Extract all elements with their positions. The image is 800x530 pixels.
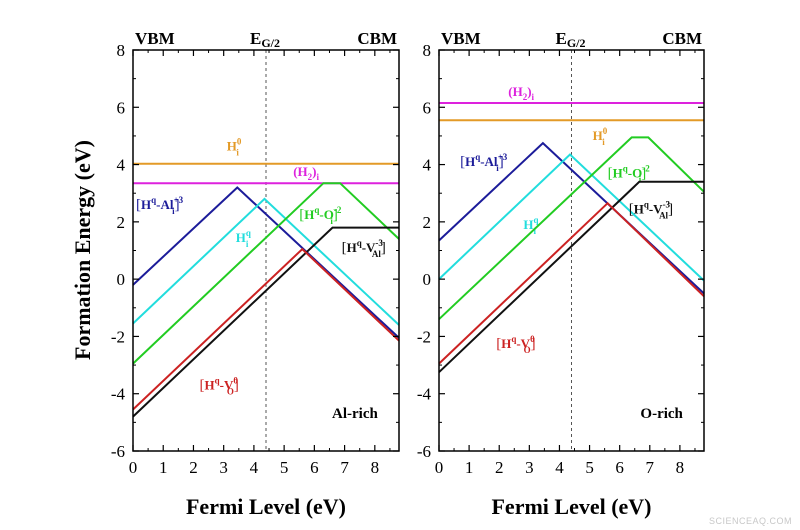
y-tick-label: 4 xyxy=(117,156,126,175)
x-tick-label: 1 xyxy=(465,458,474,477)
y-tick-label: -2 xyxy=(111,327,125,346)
y-tick-label: -6 xyxy=(417,442,431,461)
x-tick-label: 7 xyxy=(340,458,349,477)
series-label-H2i: (H2)i xyxy=(293,164,319,182)
cbm-label: CBM xyxy=(357,29,397,48)
panel-al-rich: H0i​ (H2)i [Hq-Al+3i] Hqi​ [Hq-O-2i][Hq-V-3A… xyxy=(111,29,400,519)
y-axis-title: Formation Energy (eV) xyxy=(70,140,95,360)
series-line-HqOi xyxy=(132,182,400,365)
y-tick-label: -4 xyxy=(417,385,432,404)
series-label-HqVO: [Hq-V0 O] xyxy=(496,334,535,355)
series-label-HqOi: [Hq-O-2 i] xyxy=(299,205,342,226)
series-label-Hiq: Hqi​ xyxy=(523,215,538,236)
x-tick-label: 0 xyxy=(129,458,138,477)
series-label-HqVO: [Hq-V0 O] xyxy=(200,375,239,396)
series-label-HqAl: [Hq-Al+3 i] xyxy=(460,152,508,173)
watermark-text: SCIENCEAQ.COM xyxy=(709,516,792,526)
y-tick-label: -6 xyxy=(111,442,125,461)
x-axis-title: Fermi Level (eV) xyxy=(491,494,651,519)
y-tick-label: 8 xyxy=(423,41,432,60)
x-axis-title: Fermi Level (eV) xyxy=(186,494,346,519)
cbm-label: CBM xyxy=(662,29,702,48)
series-line-HqAl xyxy=(132,186,400,339)
y-tick-label: 4 xyxy=(423,156,432,175)
y-tick-label: -2 xyxy=(417,327,431,346)
y-tick-label: 8 xyxy=(117,41,126,60)
y-tick-label: 2 xyxy=(117,213,126,232)
y-tick-label: 0 xyxy=(423,270,432,289)
x-tick-label: 2 xyxy=(495,458,504,477)
series-line-HqOi xyxy=(438,136,705,320)
x-tick-label: 5 xyxy=(280,458,289,477)
x-tick-label: 5 xyxy=(585,458,594,477)
x-tick-label: 2 xyxy=(189,458,198,477)
midgap-label: EG/2 xyxy=(556,29,586,50)
panel-o-rich: (H2)i H0i​ [Hq-Al+3i] Hqi​ [Hq-O-2i] [Hq-V-3A… xyxy=(417,29,705,519)
y-tick-label: 6 xyxy=(423,98,432,117)
vbm-label: VBM xyxy=(441,29,481,48)
series-label-HqVAl: [Hq-V-3 Al] xyxy=(629,199,673,220)
panel-name-label: Al-rich xyxy=(332,406,378,422)
series-line-HqVO xyxy=(132,247,400,411)
x-tick-label: 3 xyxy=(219,458,228,477)
series-label-HqOi: [Hq-O-2 i] xyxy=(608,163,651,184)
x-tick-label: 7 xyxy=(646,458,655,477)
x-tick-label: 6 xyxy=(310,458,319,477)
y-tick-label: -4 xyxy=(111,385,126,404)
series-label-HqAl: [Hq-Al+3 i] xyxy=(136,195,184,216)
x-tick-label: 6 xyxy=(615,458,624,477)
series-line-HqVAl xyxy=(132,226,399,418)
x-tick-label: 4 xyxy=(250,458,259,477)
series-line-Hiq xyxy=(438,153,705,282)
y-tick-label: 0 xyxy=(117,270,126,289)
series-line-HqVAl xyxy=(438,180,704,373)
midgap-label: EG/2 xyxy=(250,29,280,50)
x-tick-label: 8 xyxy=(676,458,685,477)
series-label-HqVAl: [Hq-V-3 Al] xyxy=(342,238,386,259)
series-line-HqVO xyxy=(438,201,705,365)
series-label-Hi0: H0i​ xyxy=(227,136,242,157)
y-tick-label: 6 xyxy=(117,98,126,117)
panel-name-label: O-rich xyxy=(640,406,683,422)
series-label-H2i: (H2)i xyxy=(508,84,534,102)
x-tick-label: 0 xyxy=(435,458,444,477)
y-tick-label: 2 xyxy=(423,213,432,232)
series-line-Hiq xyxy=(132,197,400,326)
x-tick-label: 3 xyxy=(525,458,534,477)
x-tick-label: 1 xyxy=(159,458,168,477)
series-label-Hiq: Hqi​ xyxy=(236,228,251,249)
series-label-Hi0: H0i​ xyxy=(593,126,608,147)
x-tick-label: 4 xyxy=(555,458,564,477)
x-tick-label: 8 xyxy=(371,458,380,477)
vbm-label: VBM xyxy=(135,29,175,48)
